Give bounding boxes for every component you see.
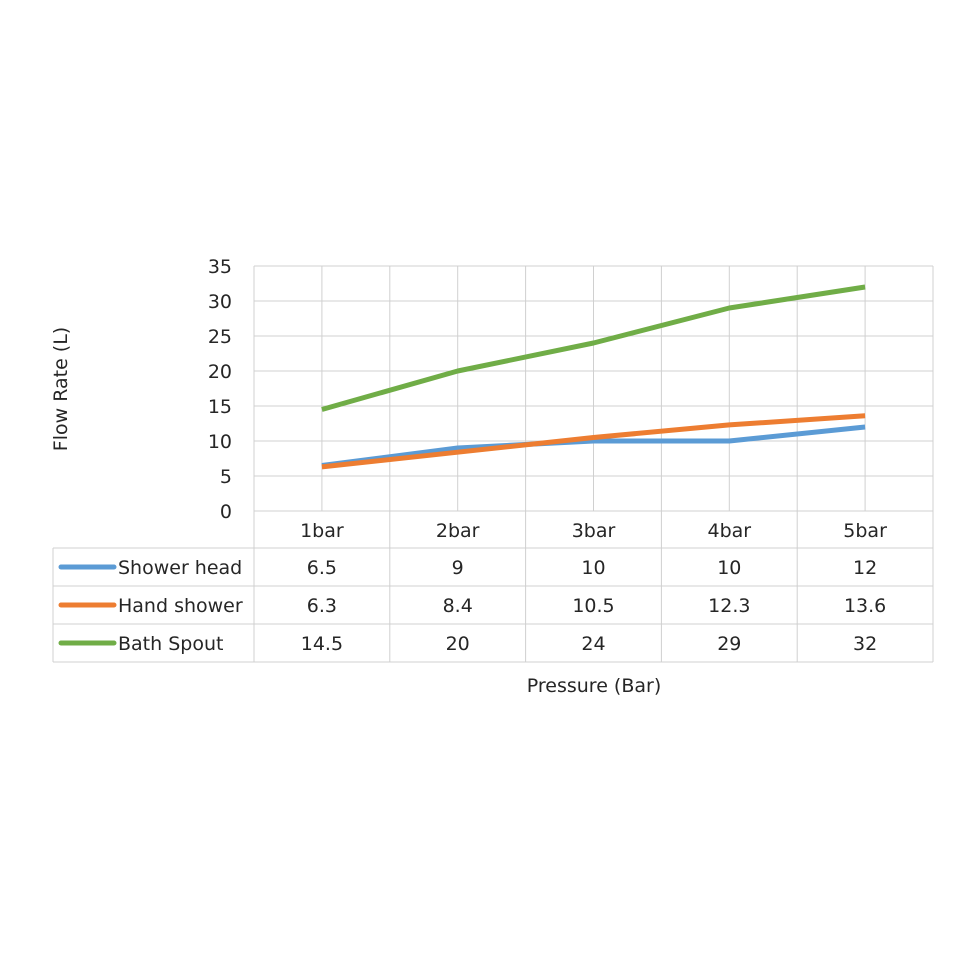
table-cell-value: 9 xyxy=(452,557,464,579)
x-tick-label: 3bar xyxy=(572,520,616,542)
table-cell-value: 8.4 xyxy=(443,595,473,617)
y-axis-label: Flow Rate (L) xyxy=(50,327,72,451)
legend-label: Shower head xyxy=(118,557,242,579)
y-tick-label: 30 xyxy=(208,291,232,313)
table-cell-value: 32 xyxy=(853,633,877,655)
gridlines xyxy=(253,265,934,662)
table-cell-value: 14.5 xyxy=(301,633,343,655)
x-tick-label: 2bar xyxy=(436,520,480,542)
table-cell-value: 29 xyxy=(717,633,741,655)
series-line-hand-shower xyxy=(321,413,866,470)
x-tick-label: 1bar xyxy=(300,520,344,542)
legend-label: Bath Spout xyxy=(118,633,223,655)
table-cell-value: 10.5 xyxy=(572,595,614,617)
y-tick-label: 10 xyxy=(208,431,232,453)
table-cell-value: 6.3 xyxy=(307,595,337,617)
series-line-shower-head xyxy=(321,424,866,468)
table-cell-value: 12 xyxy=(853,557,877,579)
y-tick-label: 20 xyxy=(208,361,232,383)
x-axis-label: Pressure (Bar) xyxy=(527,675,661,697)
y-tick-label: 0 xyxy=(220,501,232,523)
y-tick-label: 5 xyxy=(220,466,232,488)
y-tick-label: 15 xyxy=(208,396,232,418)
table-cell-value: 24 xyxy=(581,633,605,655)
table-cell-value: 6.5 xyxy=(307,557,337,579)
table-cell-value: 10 xyxy=(717,557,741,579)
table-cell-value: 13.6 xyxy=(844,595,886,617)
series-lines xyxy=(321,284,866,470)
table-cell-value: 10 xyxy=(581,557,605,579)
x-tick-label: 4bar xyxy=(707,520,751,542)
y-tick-label: 35 xyxy=(208,256,232,278)
legend-label: Hand shower xyxy=(118,595,243,617)
y-tick-label: 25 xyxy=(208,326,232,348)
y-axis-ticks: 0 5 10 15 20 25 30 35 xyxy=(208,256,232,523)
data-table: 1bar 2bar 3bar 4bar 5bar Shower head 6.5 9 10 10 1… xyxy=(52,520,933,663)
table-cell-value: 12.3 xyxy=(708,595,750,617)
x-tick-label: 5bar xyxy=(843,520,887,542)
table-cell-value: 20 xyxy=(446,633,470,655)
series-line-bath-spout xyxy=(321,284,866,412)
